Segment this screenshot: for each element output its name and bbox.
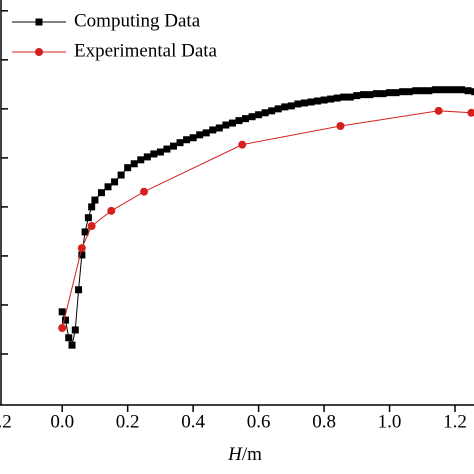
data-point <box>140 187 149 196</box>
data-point <box>399 88 407 96</box>
data-point <box>366 91 374 99</box>
legend-marker <box>35 48 43 56</box>
data-point <box>314 97 322 105</box>
data-point <box>242 115 250 123</box>
data-point <box>215 124 223 132</box>
series-line <box>61 110 472 329</box>
data-point <box>176 139 184 147</box>
data-point <box>84 214 92 222</box>
data-point <box>156 148 164 156</box>
data-point <box>111 178 119 186</box>
data-point <box>379 90 387 98</box>
x-tick-label: 0.4 <box>181 411 205 432</box>
data-point <box>78 251 86 259</box>
data-point <box>137 156 145 164</box>
data-point <box>438 86 446 94</box>
data-point <box>353 92 361 100</box>
data-point <box>372 90 380 98</box>
data-point <box>104 183 112 191</box>
data-point <box>183 136 191 144</box>
data-point <box>444 86 452 94</box>
data-point <box>58 323 67 332</box>
data-point <box>248 113 256 121</box>
data-point <box>228 119 236 127</box>
data-point <box>97 189 105 197</box>
data-point <box>392 89 400 97</box>
x-tick-label: 0.0 <box>50 411 74 432</box>
data-point <box>431 86 439 94</box>
legend-marker <box>35 18 43 26</box>
data-point <box>287 102 295 110</box>
data-point <box>336 122 345 131</box>
data-point <box>150 150 158 158</box>
data-point <box>307 98 315 106</box>
data-point <box>196 131 204 139</box>
data-point <box>405 88 413 96</box>
x-tick-label: -0.2 <box>0 411 12 432</box>
data-point <box>107 206 116 215</box>
data-point <box>386 89 394 97</box>
data-point <box>340 93 348 101</box>
x-axis-unit: /m <box>242 444 262 465</box>
data-point <box>88 203 96 211</box>
data-point <box>255 111 263 119</box>
data-point <box>130 160 138 168</box>
x-tick-label: 0.2 <box>116 411 140 432</box>
data-point <box>425 87 433 95</box>
data-point <box>333 94 341 102</box>
data-point <box>359 91 367 99</box>
data-point <box>346 93 354 101</box>
data-point <box>75 286 83 294</box>
data-point <box>300 99 308 107</box>
data-point <box>189 134 197 142</box>
x-axis-label: H/m <box>227 444 262 465</box>
data-point <box>163 145 171 153</box>
data-point <box>222 121 230 129</box>
data-point <box>77 244 86 253</box>
data-point <box>464 87 472 95</box>
series-line <box>61 89 474 347</box>
data-point <box>320 96 328 104</box>
x-tick-label: 1.2 <box>443 411 467 432</box>
x-tick-label: 1.0 <box>378 411 402 432</box>
data-point <box>58 308 66 316</box>
data-point <box>209 126 217 134</box>
data-point <box>458 86 466 94</box>
data-point <box>124 164 132 172</box>
data-point <box>71 326 79 334</box>
data-point <box>418 87 426 95</box>
data-point <box>451 86 459 94</box>
x-tick-label: 0.6 <box>247 411 271 432</box>
data-point <box>68 341 76 349</box>
data-point <box>294 100 302 108</box>
data-point <box>327 95 335 103</box>
data-point <box>235 117 243 125</box>
data-point <box>412 87 420 95</box>
data-point <box>117 171 125 179</box>
data-point <box>281 103 289 111</box>
data-point <box>268 107 276 115</box>
data-point <box>238 140 247 149</box>
data-point <box>434 106 443 115</box>
data-point <box>61 316 69 324</box>
x-tick-label: 0.8 <box>312 411 336 432</box>
data-point <box>471 88 474 96</box>
x-axis-var: H <box>227 444 243 465</box>
data-point <box>261 109 269 117</box>
data-point <box>87 222 96 231</box>
data-point <box>169 142 177 150</box>
data-point <box>65 334 73 342</box>
legend-label: Experimental Data <box>74 40 218 61</box>
data-point <box>274 105 282 113</box>
data-point <box>91 196 99 204</box>
legend-label: Computing Data <box>74 10 201 31</box>
data-point <box>143 153 151 161</box>
data-point <box>467 108 474 117</box>
data-point <box>202 129 210 137</box>
data-point <box>81 228 89 236</box>
